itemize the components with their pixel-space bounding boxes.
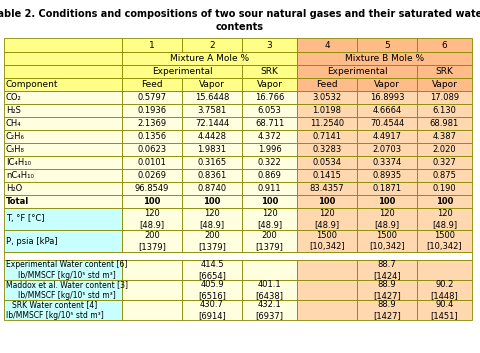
Bar	[182, 38, 242, 52]
Bar	[357, 300, 417, 320]
Bar	[4, 208, 122, 230]
Bar	[182, 156, 242, 169]
Bar	[417, 130, 472, 143]
Text: 120
[48.9]: 120 [48.9]	[257, 209, 282, 229]
Text: 4.387: 4.387	[432, 132, 456, 141]
Text: 0.3165: 0.3165	[197, 158, 227, 167]
Bar	[122, 208, 182, 230]
Bar	[357, 38, 417, 52]
Bar	[242, 169, 297, 182]
Text: Total: Total	[6, 197, 29, 206]
Bar	[242, 104, 297, 117]
Bar	[122, 143, 182, 156]
Text: 200
[1379]: 200 [1379]	[198, 231, 226, 251]
Bar	[4, 38, 122, 52]
Text: 414.5
[6654]: 414.5 [6654]	[198, 260, 226, 280]
Bar	[4, 280, 122, 300]
Text: nC₄H₁₀: nC₄H₁₀	[6, 171, 34, 180]
Bar	[4, 300, 122, 320]
Text: P, psia [kPa]: P, psia [kPa]	[6, 237, 58, 245]
Bar	[357, 182, 417, 195]
Bar	[122, 130, 182, 143]
Text: 68.711: 68.711	[255, 119, 284, 128]
Bar	[122, 280, 182, 300]
Text: 83.4357: 83.4357	[310, 184, 344, 193]
Text: 1.0198: 1.0198	[312, 106, 341, 115]
Text: 3.7581: 3.7581	[197, 106, 227, 115]
Bar	[357, 117, 417, 130]
Text: T, °F [°C]: T, °F [°C]	[6, 215, 45, 223]
Text: IC₄H₁₀: IC₄H₁₀	[6, 158, 31, 167]
Bar	[357, 91, 417, 104]
Bar	[4, 156, 122, 169]
Bar	[122, 300, 182, 320]
Text: 72.1444: 72.1444	[195, 119, 229, 128]
Bar	[417, 78, 472, 91]
Bar	[242, 300, 297, 320]
Text: 88.7
[1424]: 88.7 [1424]	[373, 260, 401, 280]
Text: 0.875: 0.875	[432, 171, 456, 180]
Bar	[297, 65, 417, 78]
Bar	[417, 182, 472, 195]
Bar	[182, 300, 242, 320]
Bar	[417, 195, 472, 208]
Bar	[182, 230, 242, 252]
Text: 0.327: 0.327	[432, 158, 456, 167]
Text: 0.3283: 0.3283	[312, 145, 342, 154]
Text: SRK: SRK	[435, 67, 454, 76]
Bar	[4, 78, 122, 91]
Bar	[122, 169, 182, 182]
Text: 11.2540: 11.2540	[310, 119, 344, 128]
Text: 4.372: 4.372	[258, 132, 281, 141]
Bar	[357, 195, 417, 208]
Bar	[182, 169, 242, 182]
Bar	[122, 38, 182, 52]
Text: 100: 100	[144, 197, 161, 206]
Bar	[122, 182, 182, 195]
Text: Feed: Feed	[141, 80, 163, 89]
Bar	[297, 169, 357, 182]
Bar	[297, 156, 357, 169]
Text: 0.3374: 0.3374	[372, 158, 402, 167]
Text: 6.053: 6.053	[258, 106, 281, 115]
Bar	[297, 91, 357, 104]
Text: 6: 6	[442, 41, 447, 49]
Text: 2.1369: 2.1369	[137, 119, 167, 128]
Text: C₂H₆: C₂H₆	[6, 132, 25, 141]
Text: 120
[48.9]: 120 [48.9]	[432, 209, 457, 229]
Text: 2: 2	[209, 41, 215, 49]
Bar	[357, 104, 417, 117]
Bar	[417, 156, 472, 169]
Text: 0.0534: 0.0534	[312, 158, 341, 167]
Text: Experimental Water content [6]
lb/MMSCF [kg/10⁵ std m³]: Experimental Water content [6] lb/MMSCF …	[6, 260, 127, 280]
Text: 70.4544: 70.4544	[370, 119, 404, 128]
Text: 0.8935: 0.8935	[372, 171, 402, 180]
Bar	[122, 52, 297, 65]
Text: 1.9831: 1.9831	[197, 145, 227, 154]
Text: 405.9
[6516]: 405.9 [6516]	[198, 280, 226, 300]
Text: Mixture B Mole %: Mixture B Mole %	[345, 54, 424, 63]
Text: 5: 5	[384, 41, 390, 49]
Bar	[242, 78, 297, 91]
Bar	[182, 143, 242, 156]
Text: 17.089: 17.089	[430, 93, 459, 102]
Bar	[122, 156, 182, 169]
Text: H₂O: H₂O	[6, 184, 22, 193]
Bar	[417, 117, 472, 130]
Text: CH₄: CH₄	[6, 119, 22, 128]
Text: 1500
[10,342]: 1500 [10,342]	[427, 231, 462, 251]
Text: SRK: SRK	[261, 67, 278, 76]
Text: 0.1936: 0.1936	[137, 106, 167, 115]
Text: CO₂: CO₂	[6, 93, 22, 102]
Text: Experimental: Experimental	[327, 67, 387, 76]
Bar	[297, 104, 357, 117]
Text: 200
[1379]: 200 [1379]	[138, 231, 166, 251]
Text: 88.9
[1427]: 88.9 [1427]	[373, 300, 401, 320]
Text: Table 2. Conditions and compositions of two sour natural gases and their saturat: Table 2. Conditions and compositions of …	[0, 9, 480, 19]
Bar	[182, 208, 242, 230]
Bar	[122, 91, 182, 104]
Bar	[297, 260, 357, 280]
Bar	[122, 260, 182, 280]
Bar	[242, 156, 297, 169]
Bar	[4, 91, 122, 104]
